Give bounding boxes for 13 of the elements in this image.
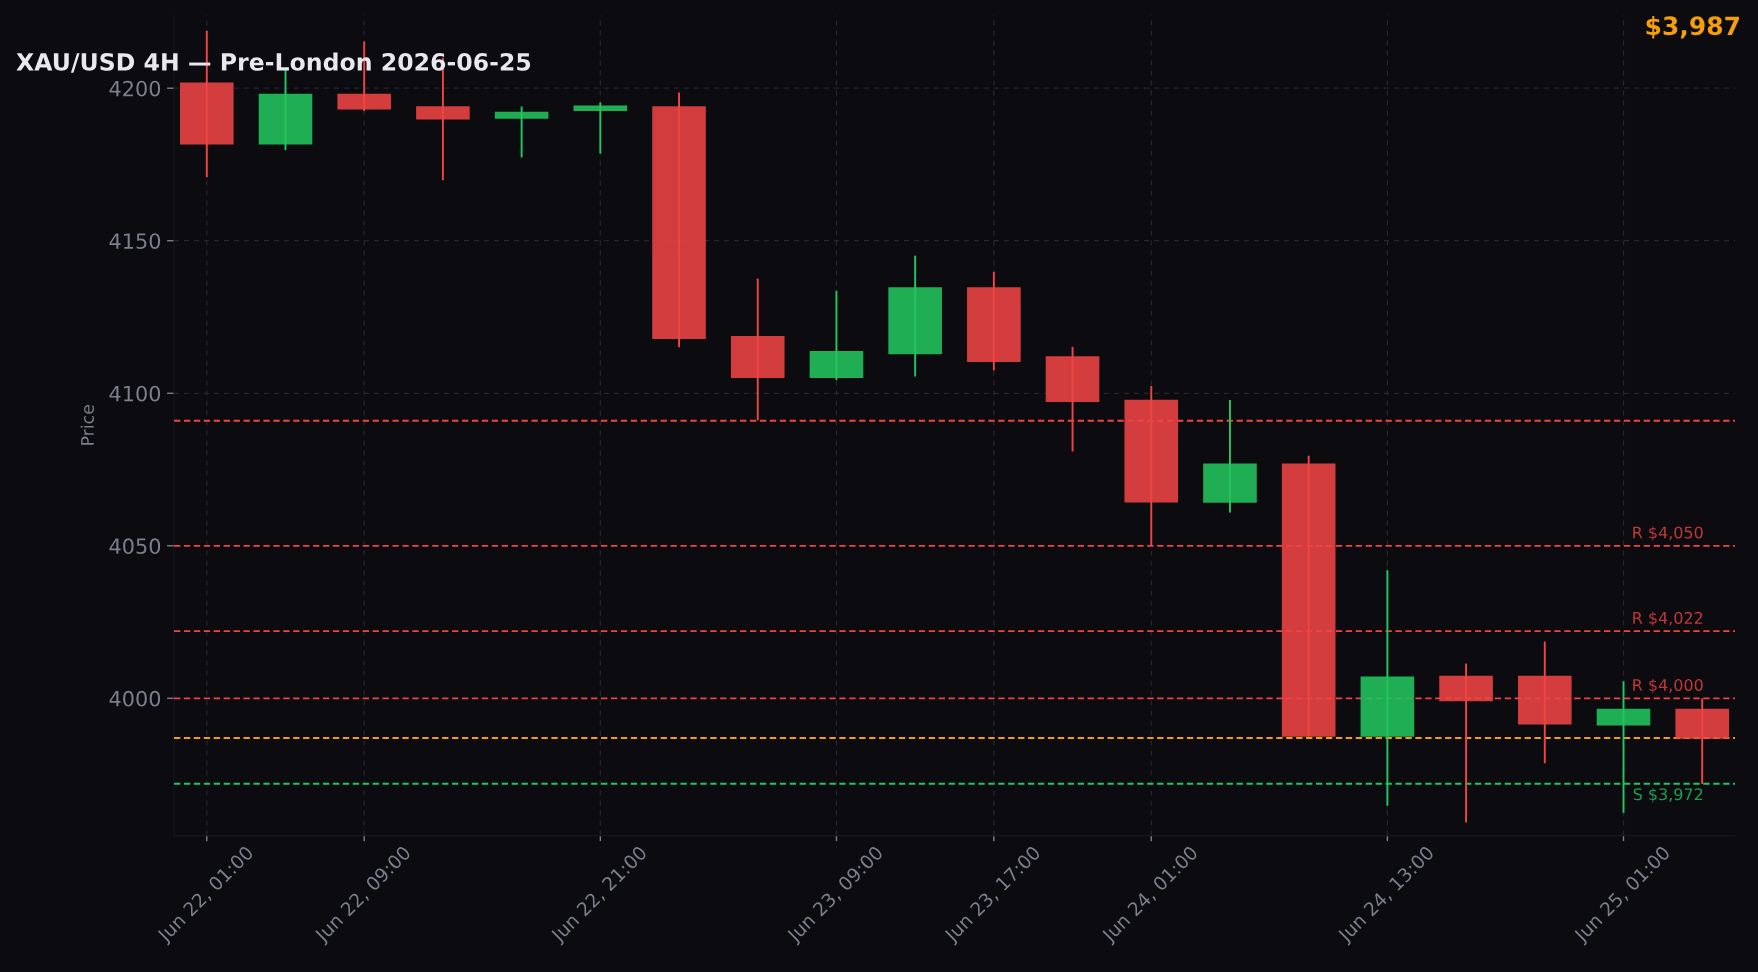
- y-tick-label: 4200: [109, 80, 161, 97]
- annotation: $3,987: [1646, 15, 1740, 39]
- y-tick-label: 4000: [109, 690, 161, 707]
- candlestick: [573, 101, 628, 155]
- y-tick-label: 4150: [109, 233, 161, 249]
- ref-line-label: R $4,022: [1633, 611, 1703, 627]
- y-axis-title: Price: [80, 405, 94, 445]
- ref-line-label: S $3,972: [1633, 787, 1703, 803]
- candlestick: [494, 105, 549, 159]
- y-tick-label: 4100: [109, 385, 161, 402]
- y-tick-label: 4050: [109, 538, 161, 555]
- ref-line-label: R $4,000: [1633, 678, 1703, 694]
- ref-line-label: R $4,050: [1633, 526, 1703, 541]
